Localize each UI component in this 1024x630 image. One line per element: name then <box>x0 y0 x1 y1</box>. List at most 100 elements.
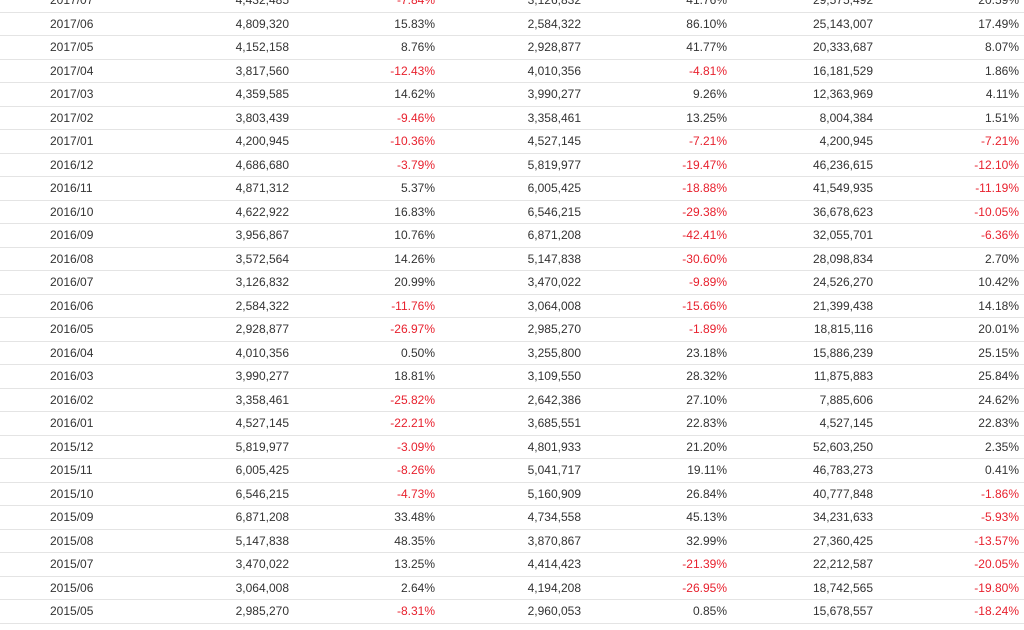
month-cell: 2016/12 <box>0 153 122 177</box>
change-cell: -8.31% <box>290 599 436 624</box>
cumulative-change-cell: -6.36% <box>874 223 1024 248</box>
compare-change-cell: 9.26% <box>582 82 728 107</box>
compare-change-cell: 45.13% <box>582 505 728 530</box>
table-row: 2016/07 3,126,832 20.99% 3,470,022 -9.89% 24,… <box>0 270 1024 295</box>
cumulative-change-cell: -1.86% <box>874 482 1024 506</box>
value-cell: 3,064,008 <box>122 576 290 600</box>
month-cell: 2017/04 <box>0 59 122 83</box>
change-cell: 13.25% <box>290 552 436 577</box>
month-cell: 2015/07 <box>0 552 122 577</box>
cumulative-value-cell: 27,360,425 <box>728 529 874 553</box>
compare-value-cell: 3,064,008 <box>436 294 582 318</box>
table-row: 2017/04 3,817,560 -12.43% 4,010,356 -4.81% 16… <box>0 59 1024 83</box>
cumulative-change-cell: -10.05% <box>874 200 1024 224</box>
value-cell: 4,432,485 <box>122 0 290 13</box>
compare-value-cell: 5,041,717 <box>436 458 582 483</box>
table-row: 2016/11 4,871,312 5.37% 6,005,425 -18.88% 41,… <box>0 176 1024 201</box>
month-cell: 2016/09 <box>0 223 122 248</box>
cumulative-change-cell: -19.80% <box>874 576 1024 600</box>
change-cell: 5.37% <box>290 176 436 201</box>
cumulative-value-cell: 20,333,687 <box>728 35 874 60</box>
cumulative-value-cell: 24,526,270 <box>728 270 874 295</box>
value-cell: 3,817,560 <box>122 59 290 83</box>
compare-value-cell: 2,960,053 <box>436 599 582 624</box>
cumulative-value-cell: 18,742,565 <box>728 576 874 600</box>
month-cell: 2015/05 <box>0 599 122 624</box>
compare-value-cell: 2,928,877 <box>436 35 582 60</box>
table-row: 2015/05 2,985,270 -8.31% 2,960,053 0.85% 15,6… <box>0 599 1024 624</box>
value-cell: 4,359,585 <box>122 82 290 107</box>
change-cell: -10.36% <box>290 129 436 154</box>
change-cell: -4.73% <box>290 482 436 506</box>
cumulative-value-cell: 18,815,116 <box>728 317 874 342</box>
value-cell: 2,584,322 <box>122 294 290 318</box>
cumulative-change-cell: 20.01% <box>874 317 1024 342</box>
month-cell: 2017/01 <box>0 129 122 154</box>
change-cell: -3.79% <box>290 153 436 177</box>
cumulative-value-cell: 29,575,492 <box>728 0 874 13</box>
cumulative-change-cell: -13.57% <box>874 529 1024 553</box>
value-cell: 3,126,832 <box>122 270 290 295</box>
month-cell: 2017/05 <box>0 35 122 60</box>
cumulative-value-cell: 40,777,848 <box>728 482 874 506</box>
change-cell: -22.21% <box>290 411 436 436</box>
compare-value-cell: 3,870,867 <box>436 529 582 553</box>
table-row: 2016/04 4,010,356 0.50% 3,255,800 23.18% 15,8… <box>0 341 1024 365</box>
value-cell: 6,005,425 <box>122 458 290 483</box>
compare-value-cell: 3,685,551 <box>436 411 582 436</box>
cumulative-change-cell: -7.21% <box>874 129 1024 154</box>
cumulative-value-cell: 41,549,935 <box>728 176 874 201</box>
value-cell: 5,819,977 <box>122 435 290 459</box>
compare-value-cell: 6,871,208 <box>436 223 582 248</box>
cumulative-change-cell: 25.15% <box>874 341 1024 365</box>
compare-change-cell: -29.38% <box>582 200 728 224</box>
month-cell: 2016/01 <box>0 411 122 436</box>
compare-value-cell: 2,642,386 <box>436 388 582 412</box>
cumulative-value-cell: 12,363,969 <box>728 82 874 107</box>
table-row: 2016/08 3,572,564 14.26% 5,147,838 -30.60% 28… <box>0 247 1024 271</box>
compare-value-cell: 4,801,933 <box>436 435 582 459</box>
compare-change-cell: 0.85% <box>582 599 728 624</box>
compare-value-cell: 2,985,270 <box>436 317 582 342</box>
cumulative-change-cell: 10.42% <box>874 270 1024 295</box>
cumulative-value-cell: 11,875,883 <box>728 364 874 389</box>
table-row: 2016/05 2,928,877 -26.97% 2,985,270 -1.89% 18… <box>0 317 1024 342</box>
month-cell: 2016/05 <box>0 317 122 342</box>
month-cell: 2015/06 <box>0 576 122 600</box>
compare-value-cell: 5,147,838 <box>436 247 582 271</box>
compare-change-cell: 13.25% <box>582 106 728 130</box>
table-row: 2016/12 4,686,680 -3.79% 5,819,977 -19.47% 46… <box>0 153 1024 177</box>
compare-value-cell: 3,470,022 <box>436 270 582 295</box>
table-row: 2015/10 6,546,215 -4.73% 5,160,909 26.84% 40,… <box>0 482 1024 506</box>
cumulative-change-cell: 8.07% <box>874 35 1024 60</box>
compare-value-cell: 5,160,909 <box>436 482 582 506</box>
change-cell: 14.62% <box>290 82 436 107</box>
cumulative-value-cell: 16,181,529 <box>728 59 874 83</box>
table-row: 2017/01 4,200,945 -10.36% 4,527,145 -7.21% 4,… <box>0 129 1024 154</box>
compare-change-cell: -4.81% <box>582 59 728 83</box>
cumulative-change-cell: -11.19% <box>874 176 1024 201</box>
value-cell: 4,686,680 <box>122 153 290 177</box>
cumulative-change-cell: 24.62% <box>874 388 1024 412</box>
cumulative-change-cell: 20.59% <box>874 0 1024 13</box>
table-row: 2016/09 3,956,867 10.76% 6,871,208 -42.41% 32… <box>0 223 1024 248</box>
compare-value-cell: 3,126,832 <box>436 0 582 13</box>
month-cell: 2016/11 <box>0 176 122 201</box>
compare-change-cell: 86.10% <box>582 12 728 36</box>
month-cell: 2015/10 <box>0 482 122 506</box>
cumulative-value-cell: 46,783,273 <box>728 458 874 483</box>
cumulative-value-cell: 15,886,239 <box>728 341 874 365</box>
compare-value-cell: 3,358,461 <box>436 106 582 130</box>
cumulative-value-cell: 7,885,606 <box>728 388 874 412</box>
compare-change-cell: -42.41% <box>582 223 728 248</box>
compare-change-cell: -9.89% <box>582 270 728 295</box>
value-cell: 4,152,158 <box>122 35 290 60</box>
value-cell: 6,546,215 <box>122 482 290 506</box>
compare-change-cell: 32.99% <box>582 529 728 553</box>
cumulative-value-cell: 22,212,587 <box>728 552 874 577</box>
compare-value-cell: 2,584,322 <box>436 12 582 36</box>
compare-value-cell: 5,819,977 <box>436 153 582 177</box>
table-row: 2017/07 4,432,485 -7.84% 3,126,832 41.76% 29,… <box>0 0 1024 13</box>
